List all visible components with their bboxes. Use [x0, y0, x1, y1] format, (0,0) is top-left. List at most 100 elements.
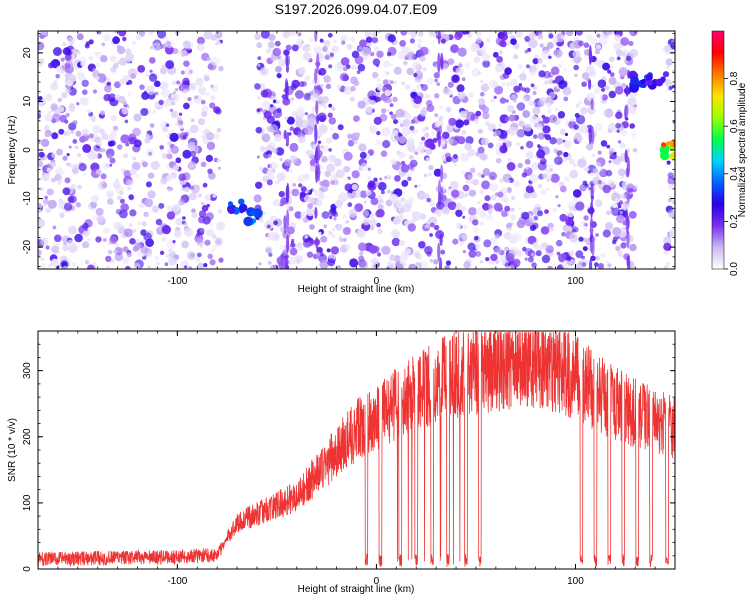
chart-title: S197.2026.099.04.07.E09: [275, 1, 438, 17]
spectrogram-cell: [106, 153, 113, 159]
spectrogram-cell: [589, 258, 593, 269]
spectrogram-cell: [613, 42, 622, 51]
spectrogram-cell: [268, 252, 273, 257]
spectrogram-cell: [581, 81, 587, 87]
spectrogram-cell: [590, 182, 594, 204]
spectrogram-cell: [169, 132, 179, 142]
spectrogram-cell: [302, 217, 309, 224]
spectrogram-cell: [316, 252, 321, 257]
spectrogram-cell: [390, 228, 401, 238]
spectrogram-cell: [284, 159, 292, 167]
spectrogram-cell: [358, 251, 364, 256]
spectrogram-cell: [518, 85, 523, 91]
spectrogram-cell: [582, 246, 588, 252]
spectrogram-cell: [178, 112, 183, 116]
spectrogram-cell: [318, 67, 327, 76]
spectrogram-cell: [323, 224, 328, 229]
spectrogram-cell: [525, 166, 529, 170]
spectrogram-cell: [119, 198, 125, 204]
spectrogram-cell: [407, 176, 412, 181]
spectrogram-cell: [577, 158, 587, 168]
spectrogram-cell: [409, 125, 415, 131]
spectrogram-cell: [169, 108, 173, 112]
spectrogram-cell: [375, 92, 381, 97]
spectrogram-cell: [285, 132, 290, 147]
spectrogram-cell: [541, 254, 551, 264]
spectrogram-cell: [542, 125, 551, 134]
spectrogram-cell: [423, 193, 429, 199]
spectrogram-cell: [112, 36, 120, 45]
spectrogram-cell: [285, 64, 290, 73]
spectrogram-cell: [549, 137, 557, 145]
spectrogram-cell: [133, 113, 142, 122]
spectrogram-cell: [324, 54, 330, 60]
spectrogram-cell: [608, 160, 612, 164]
spectrogram-cell: [328, 64, 333, 69]
spectrogram-cell: [669, 228, 675, 237]
spectrogram-cell: [518, 120, 525, 128]
spectrogram-cell: [422, 67, 427, 72]
spectrogram-cell: [45, 245, 50, 250]
spectrogram-cell: [312, 189, 316, 193]
spectrogram-cell: [464, 142, 472, 151]
spectrogram-cell: [172, 80, 177, 86]
spectrogram-cell: [290, 242, 296, 248]
spectrogram-cell: [386, 260, 392, 266]
spectrogram-cell: [620, 175, 625, 179]
spectrogram-cell: [285, 168, 290, 172]
spectrogram-cell: [608, 76, 617, 85]
spectrogram-cell: [291, 188, 300, 197]
spectrogram-cell: [595, 233, 599, 237]
spectrogram-cell: [453, 163, 457, 167]
spectrogram-cell: [332, 227, 336, 232]
spectrogram-cell: [394, 175, 401, 182]
spectrogram-cell: [163, 36, 168, 41]
spectrogram-cell: [334, 202, 339, 207]
spectrogram-cell: [288, 31, 296, 37]
spectrogram-cell: [663, 250, 669, 256]
spectrogram-cell: [119, 190, 124, 196]
spectrogram-cell: [126, 252, 132, 258]
spectrogram-cells: [38, 31, 675, 269]
spectrogram-cell: [502, 82, 506, 86]
spectrogram-cell: [395, 199, 404, 209]
spectrogram-cell: [38, 218, 46, 228]
spectrogram-cell: [401, 81, 405, 86]
spectrogram-cell: [614, 197, 620, 204]
spectrogram-cell: [306, 150, 310, 154]
spectrogram-cell: [373, 177, 378, 182]
spectrogram-cell: [507, 189, 512, 194]
spectrogram-cell: [122, 246, 129, 253]
spectrogram-cell: [602, 111, 606, 115]
spectrogram-cell: [304, 75, 311, 82]
spectrogram-cell: [573, 163, 577, 168]
spectrogram-cell: [214, 42, 219, 46]
spectrogram-cell: [314, 189, 323, 198]
spectrogram-cell: [612, 239, 617, 245]
spectrogram-cell: [269, 161, 278, 171]
spectrogram-cell: [102, 33, 112, 42]
spectrogram-cell: [537, 144, 541, 148]
spectrogram-cell: [335, 169, 345, 179]
spectrogram-cell: [350, 65, 356, 70]
spectrogram-cell: [568, 212, 574, 218]
spectrogram-cell: [387, 34, 396, 43]
spectrogram-cell: [389, 111, 393, 115]
spectrogram-cell: [145, 133, 151, 139]
spectrogram-cell: [474, 243, 481, 250]
spectrogram-cell: [334, 62, 345, 72]
spectrogram-cell: [537, 161, 547, 171]
spectrogram-cell: [405, 171, 412, 178]
spectrogram-cell: [184, 186, 190, 193]
spectrogram-cell: [595, 49, 600, 55]
spectrogram-cell: [62, 244, 69, 252]
spectrogram-cell: [314, 148, 319, 164]
spectrogram-cell: [544, 209, 549, 215]
spectrogram-cell: [266, 179, 273, 186]
spectrogram-hotspot: [630, 76, 639, 85]
spectrogram-cell: [455, 119, 464, 128]
spectrogram-cell: [536, 123, 543, 130]
spectrogram-cell: [605, 260, 609, 264]
spectrogram-cell: [189, 150, 197, 157]
spectrogram-cell: [462, 193, 467, 198]
